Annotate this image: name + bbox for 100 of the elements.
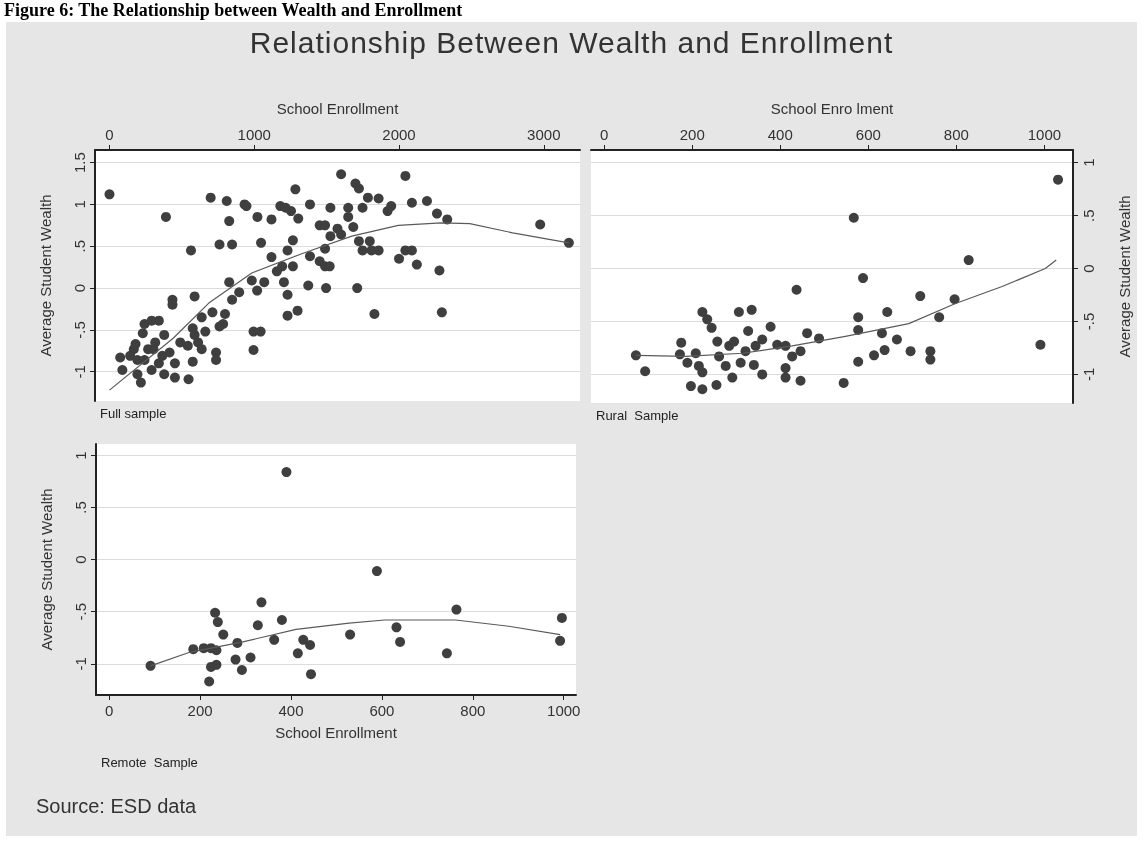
point <box>236 665 247 675</box>
point <box>630 350 641 361</box>
text: Full sample <box>100 406 167 421</box>
point <box>743 326 754 337</box>
chart-title: Relationship Between Wealth and Enrollment <box>248 26 895 60</box>
point <box>210 607 221 618</box>
point <box>395 636 406 647</box>
x-tick-label: 200 <box>679 126 705 143</box>
x-tick-label: 3000 <box>527 126 561 143</box>
point <box>697 384 708 395</box>
x-tick-label: 1000 <box>1027 126 1062 143</box>
point <box>676 337 687 348</box>
point <box>682 357 693 368</box>
point <box>795 375 806 386</box>
point <box>791 284 802 295</box>
y-tick-label: -.5 <box>71 321 88 339</box>
point <box>145 660 156 671</box>
y-tick-label: .5 <box>71 239 88 253</box>
x-tick-label: 0 <box>105 126 114 143</box>
point <box>963 255 974 266</box>
point <box>853 312 864 323</box>
point <box>555 635 566 646</box>
point <box>735 357 746 368</box>
y2-axis-title: Average Student Wealth <box>1116 195 1133 358</box>
point <box>748 359 759 370</box>
point <box>757 334 768 345</box>
point <box>298 634 309 645</box>
point <box>211 659 222 670</box>
point <box>729 336 740 347</box>
point <box>212 617 223 628</box>
point <box>685 381 696 392</box>
y-tick-label: 1 <box>72 451 89 460</box>
point <box>853 356 864 367</box>
point <box>925 354 936 365</box>
point <box>795 346 806 357</box>
point <box>697 306 708 317</box>
point <box>305 640 316 651</box>
point <box>697 367 708 378</box>
y-tick-label: 1.5 <box>71 152 88 173</box>
point <box>934 312 945 323</box>
point <box>276 615 287 626</box>
x-tick-label: 600 <box>855 126 881 143</box>
x-tick-label: 0 <box>600 126 609 143</box>
y-axis-title: Average Student Wealth <box>37 194 54 357</box>
point <box>706 322 717 333</box>
text: Rural Sample <box>596 408 679 423</box>
x-axis-title: School Enro lment <box>770 100 895 117</box>
x-tick-label: 800 <box>460 702 486 719</box>
y2-tick-label: .5 <box>1080 209 1097 222</box>
point <box>765 321 776 332</box>
point <box>720 360 731 371</box>
point <box>727 372 738 383</box>
point <box>204 676 215 687</box>
point <box>345 629 356 640</box>
point <box>891 334 902 345</box>
point <box>281 467 292 478</box>
y2-tick-label: -1 <box>1080 367 1097 382</box>
point <box>306 669 316 680</box>
point <box>757 369 768 380</box>
x-tick-label: 400 <box>767 126 793 143</box>
point <box>848 212 859 223</box>
y-tick-label: -1 <box>72 657 89 671</box>
point <box>252 620 263 631</box>
point <box>230 654 241 665</box>
point <box>1053 174 1064 185</box>
caption: Figure 6: The Relationship between Wealth and Enrollment <box>4 0 463 21</box>
text: Remote Sample <box>101 755 198 770</box>
point <box>876 328 887 339</box>
point <box>556 612 567 623</box>
point <box>256 597 267 608</box>
y2-tick-label: 0 <box>1080 264 1097 273</box>
x-tick-label: 1000 <box>547 702 581 719</box>
y-tick-label: 0 <box>72 555 89 564</box>
point <box>879 345 890 356</box>
y-tick-label: .5 <box>72 501 89 514</box>
point <box>712 336 723 347</box>
point <box>838 377 849 388</box>
x-axis-title: School Enrollment <box>276 100 400 117</box>
point <box>269 634 280 645</box>
x-tick-label: 2000 <box>382 126 416 143</box>
y-tick-label: 1 <box>71 200 88 209</box>
point <box>441 648 452 659</box>
source-note: Source: ESD data <box>36 795 197 818</box>
y-tick-label: -1 <box>71 365 88 379</box>
y2-tick-label: 1 <box>1080 158 1097 167</box>
point <box>780 372 791 383</box>
y2-tick-label: -.5 <box>1080 312 1097 331</box>
point <box>787 351 798 362</box>
point <box>640 366 651 377</box>
x-axis-title: School Enrollment <box>275 724 398 741</box>
point <box>905 346 916 357</box>
y-axis-title: Average Student Wealth <box>38 488 55 651</box>
point <box>702 314 713 325</box>
point <box>869 350 880 361</box>
point <box>858 273 869 284</box>
point <box>746 304 757 315</box>
x-tick-label: 600 <box>369 702 395 719</box>
x-tick-label: 0 <box>105 702 114 719</box>
point <box>802 328 813 339</box>
point <box>750 340 761 351</box>
